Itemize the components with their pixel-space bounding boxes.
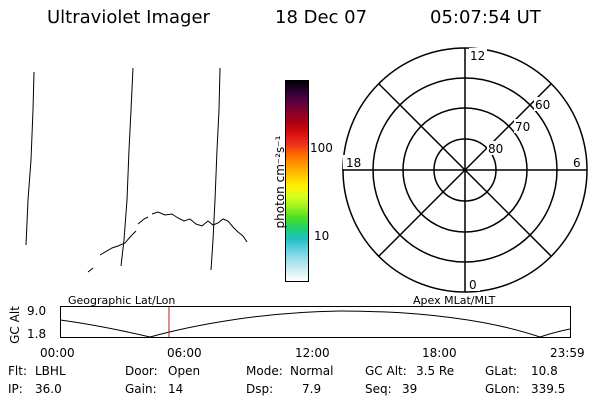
seq-value: 39 xyxy=(402,382,418,396)
y-tick-1-8: 1.8 xyxy=(27,327,47,341)
mlt-label-18: 18 xyxy=(346,156,361,170)
lat-label-80: 80 xyxy=(488,142,503,156)
gain-label: Gain: xyxy=(125,382,157,396)
orbit-plot-frame xyxy=(60,306,571,338)
colorbar xyxy=(285,80,309,282)
x-tick-1800: 18:00 xyxy=(422,346,457,360)
colorbar-unit-label: photon cm⁻²s⁻¹ xyxy=(273,135,287,229)
x-tick-1200: 12:00 xyxy=(295,346,330,360)
seq-label: Seq: xyxy=(365,382,392,396)
lat-label-60: 60 xyxy=(535,98,550,112)
gc-alt-value: 3.5 Re xyxy=(416,364,455,378)
mlt-label-12: 12 xyxy=(470,49,485,63)
door-value: Open xyxy=(168,364,201,378)
glon-label: GLon: xyxy=(485,382,520,396)
trace-profile xyxy=(87,211,248,273)
apex-title: Apex MLat/MLT xyxy=(413,294,496,307)
auroral-trace-plot xyxy=(25,67,248,273)
x-tick-0600: 06:00 xyxy=(167,346,202,360)
door-label: Door: xyxy=(125,364,158,378)
mlt-label-6: 6 xyxy=(573,156,581,170)
x-tick-2359: 23:59 xyxy=(550,346,585,360)
dsp-label: Dsp: xyxy=(246,382,274,396)
glat-label: GLat: xyxy=(485,364,518,378)
gc-alt-label: GC Alt: xyxy=(365,364,407,378)
mlt-label-0: 0 xyxy=(469,278,477,292)
altitude-curve xyxy=(60,310,571,338)
colorbar-tick-10: 10 xyxy=(314,229,330,243)
x-tick-0000: 00:00 xyxy=(40,346,75,360)
trace-line-3 xyxy=(210,67,221,271)
dsp-value: 7.9 xyxy=(302,382,322,396)
filter-label: Flt: xyxy=(8,364,27,378)
ip-label: IP: xyxy=(8,382,23,396)
ip-value: 36.0 xyxy=(35,382,62,396)
trace-line-1 xyxy=(25,71,35,246)
colorbar-tick-100: 100 xyxy=(310,141,333,155)
filter-value: LBHL xyxy=(35,364,66,378)
gain-value: 14 xyxy=(168,382,184,396)
time-label: 05:07:54 UT xyxy=(430,7,541,28)
glon-value: 339.5 xyxy=(531,382,566,396)
gc-alt-axis-label: GC Alt xyxy=(8,306,22,344)
date-label: 18 Dec 07 xyxy=(275,7,368,28)
polar-diagonal-2 xyxy=(378,83,552,257)
mode-value: Normal xyxy=(290,364,334,378)
trace-line-2 xyxy=(120,67,134,267)
polar-mlt-plot: 12 18 6 0 60 70 80 xyxy=(342,47,588,293)
glat-value: 10.8 xyxy=(531,364,558,378)
mode-label: Mode: xyxy=(246,364,283,378)
lat-label-70: 70 xyxy=(515,120,530,134)
geographic-title: Geographic Lat/Lon xyxy=(68,294,176,307)
y-tick-9: 9.0 xyxy=(27,304,47,318)
app-title: Ultraviolet Imager xyxy=(47,7,210,28)
orbit-altitude-plot xyxy=(60,306,571,338)
